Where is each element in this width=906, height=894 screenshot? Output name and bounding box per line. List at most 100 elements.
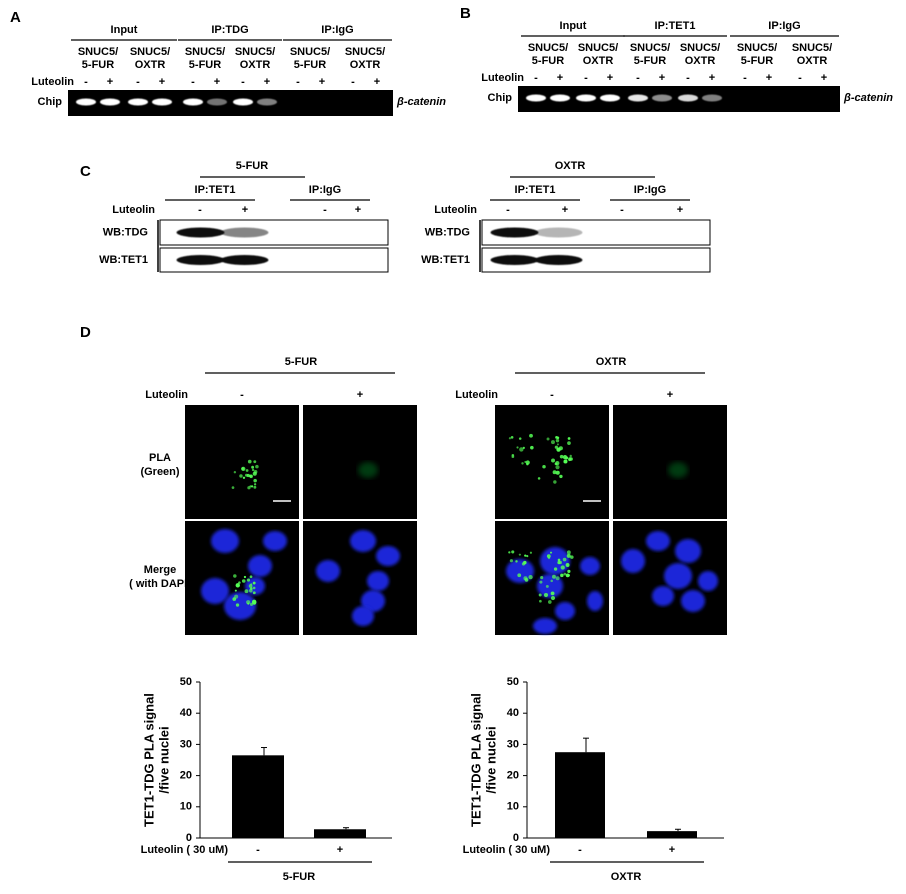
band [534, 227, 583, 238]
pla-dot [252, 586, 256, 590]
pla-dot [515, 560, 518, 563]
label: - [743, 72, 747, 84]
label: 5-FUR [532, 55, 564, 67]
pla-dot [233, 574, 237, 578]
pla-haze [358, 462, 378, 478]
label: 5-FUR [189, 59, 221, 71]
pla-dot [567, 437, 571, 440]
pla-dot [241, 579, 246, 583]
pla-dot [233, 471, 237, 474]
pla-dot [524, 554, 527, 557]
pla-dot [249, 602, 254, 606]
pla-dot [252, 599, 257, 605]
x-axis-label: Luteolin ( 30 uM) [463, 844, 551, 856]
label: IP:TET1 [655, 20, 696, 32]
pla-dot [253, 470, 258, 474]
pla-dot [555, 576, 560, 581]
label: + [766, 72, 772, 84]
label: SNUC5/ [630, 42, 670, 54]
y-tick-label: 50 [180, 676, 192, 688]
label: Merge [144, 564, 176, 576]
y-axis-label: /five nuclei [483, 726, 498, 793]
label: OXTR [135, 59, 166, 71]
label: (Green) [140, 466, 179, 478]
pla-dot [235, 603, 240, 607]
x-tick-label: - [578, 844, 582, 856]
pla-dot [250, 587, 253, 590]
pla-dot [566, 553, 571, 558]
band [128, 98, 148, 106]
error-bar [675, 828, 681, 832]
label: + [374, 76, 380, 88]
bar [647, 831, 697, 838]
label: Luteolin [434, 204, 477, 216]
nucleus [580, 557, 600, 575]
label: 5-FUR [634, 55, 666, 67]
pla-dot [516, 446, 519, 449]
x-tick-label: - [256, 844, 260, 856]
y-axis-label: TET1-TDG PLA signal [141, 693, 156, 827]
label: IP:IgG [634, 184, 666, 196]
label: + [264, 76, 270, 88]
y-tick-label: 0 [513, 832, 519, 844]
pla-dot [557, 558, 561, 562]
pla-dot [563, 460, 566, 464]
pla-dot [555, 438, 560, 443]
band [176, 255, 225, 265]
band [176, 227, 225, 238]
pla-dot [569, 454, 572, 458]
label: OXTR [685, 55, 716, 67]
panel-label: C [80, 163, 91, 180]
label: IP:TDG [211, 24, 248, 36]
pla-dot [559, 454, 564, 459]
pla-dot [547, 600, 552, 604]
label: - [240, 389, 244, 401]
pla-dot [241, 467, 245, 470]
pla-dot [526, 463, 529, 466]
label: + [557, 72, 563, 84]
pla-dot [566, 550, 571, 555]
pla-dot [511, 550, 515, 554]
label: - [84, 76, 88, 88]
panel-label: A [10, 9, 21, 26]
label: + [667, 389, 673, 401]
pla-dot [253, 483, 257, 486]
bar [314, 829, 366, 838]
band [652, 94, 672, 102]
pla-dot [235, 583, 240, 588]
pla-dot [567, 441, 571, 445]
pla-dot [231, 486, 235, 489]
label: SNUC5/ [737, 42, 777, 54]
pla-dot [250, 485, 254, 488]
group-label: OXTR [611, 871, 642, 883]
label: OXTR [240, 59, 271, 71]
nucleus [224, 592, 256, 620]
pla-dot [570, 555, 574, 559]
label: SNUC5/ [345, 46, 385, 58]
bar [232, 755, 284, 838]
nucleus [675, 539, 701, 563]
label: Chip [38, 96, 63, 108]
pla-dot [252, 581, 256, 585]
label: SNUC5/ [235, 46, 275, 58]
label: OXTR [596, 356, 627, 368]
pla-dot [246, 600, 251, 605]
pla-dot [239, 474, 243, 478]
pla-dot [555, 435, 558, 439]
pla-dot [562, 557, 567, 562]
pla-dot [253, 485, 257, 489]
pla-dot [539, 599, 542, 603]
y-tick-label: 10 [507, 801, 519, 813]
label: Luteolin [481, 72, 524, 84]
label: - [191, 76, 195, 88]
label: + [677, 204, 683, 216]
nucleus [664, 563, 692, 589]
label: IP:TET1 [195, 184, 236, 196]
label: + [107, 76, 113, 88]
pla-dot [510, 436, 514, 439]
nucleus [533, 618, 557, 634]
band [207, 98, 227, 106]
label: SNUC5/ [185, 46, 225, 58]
pla-dot [517, 573, 522, 578]
pla-dot [563, 572, 567, 576]
